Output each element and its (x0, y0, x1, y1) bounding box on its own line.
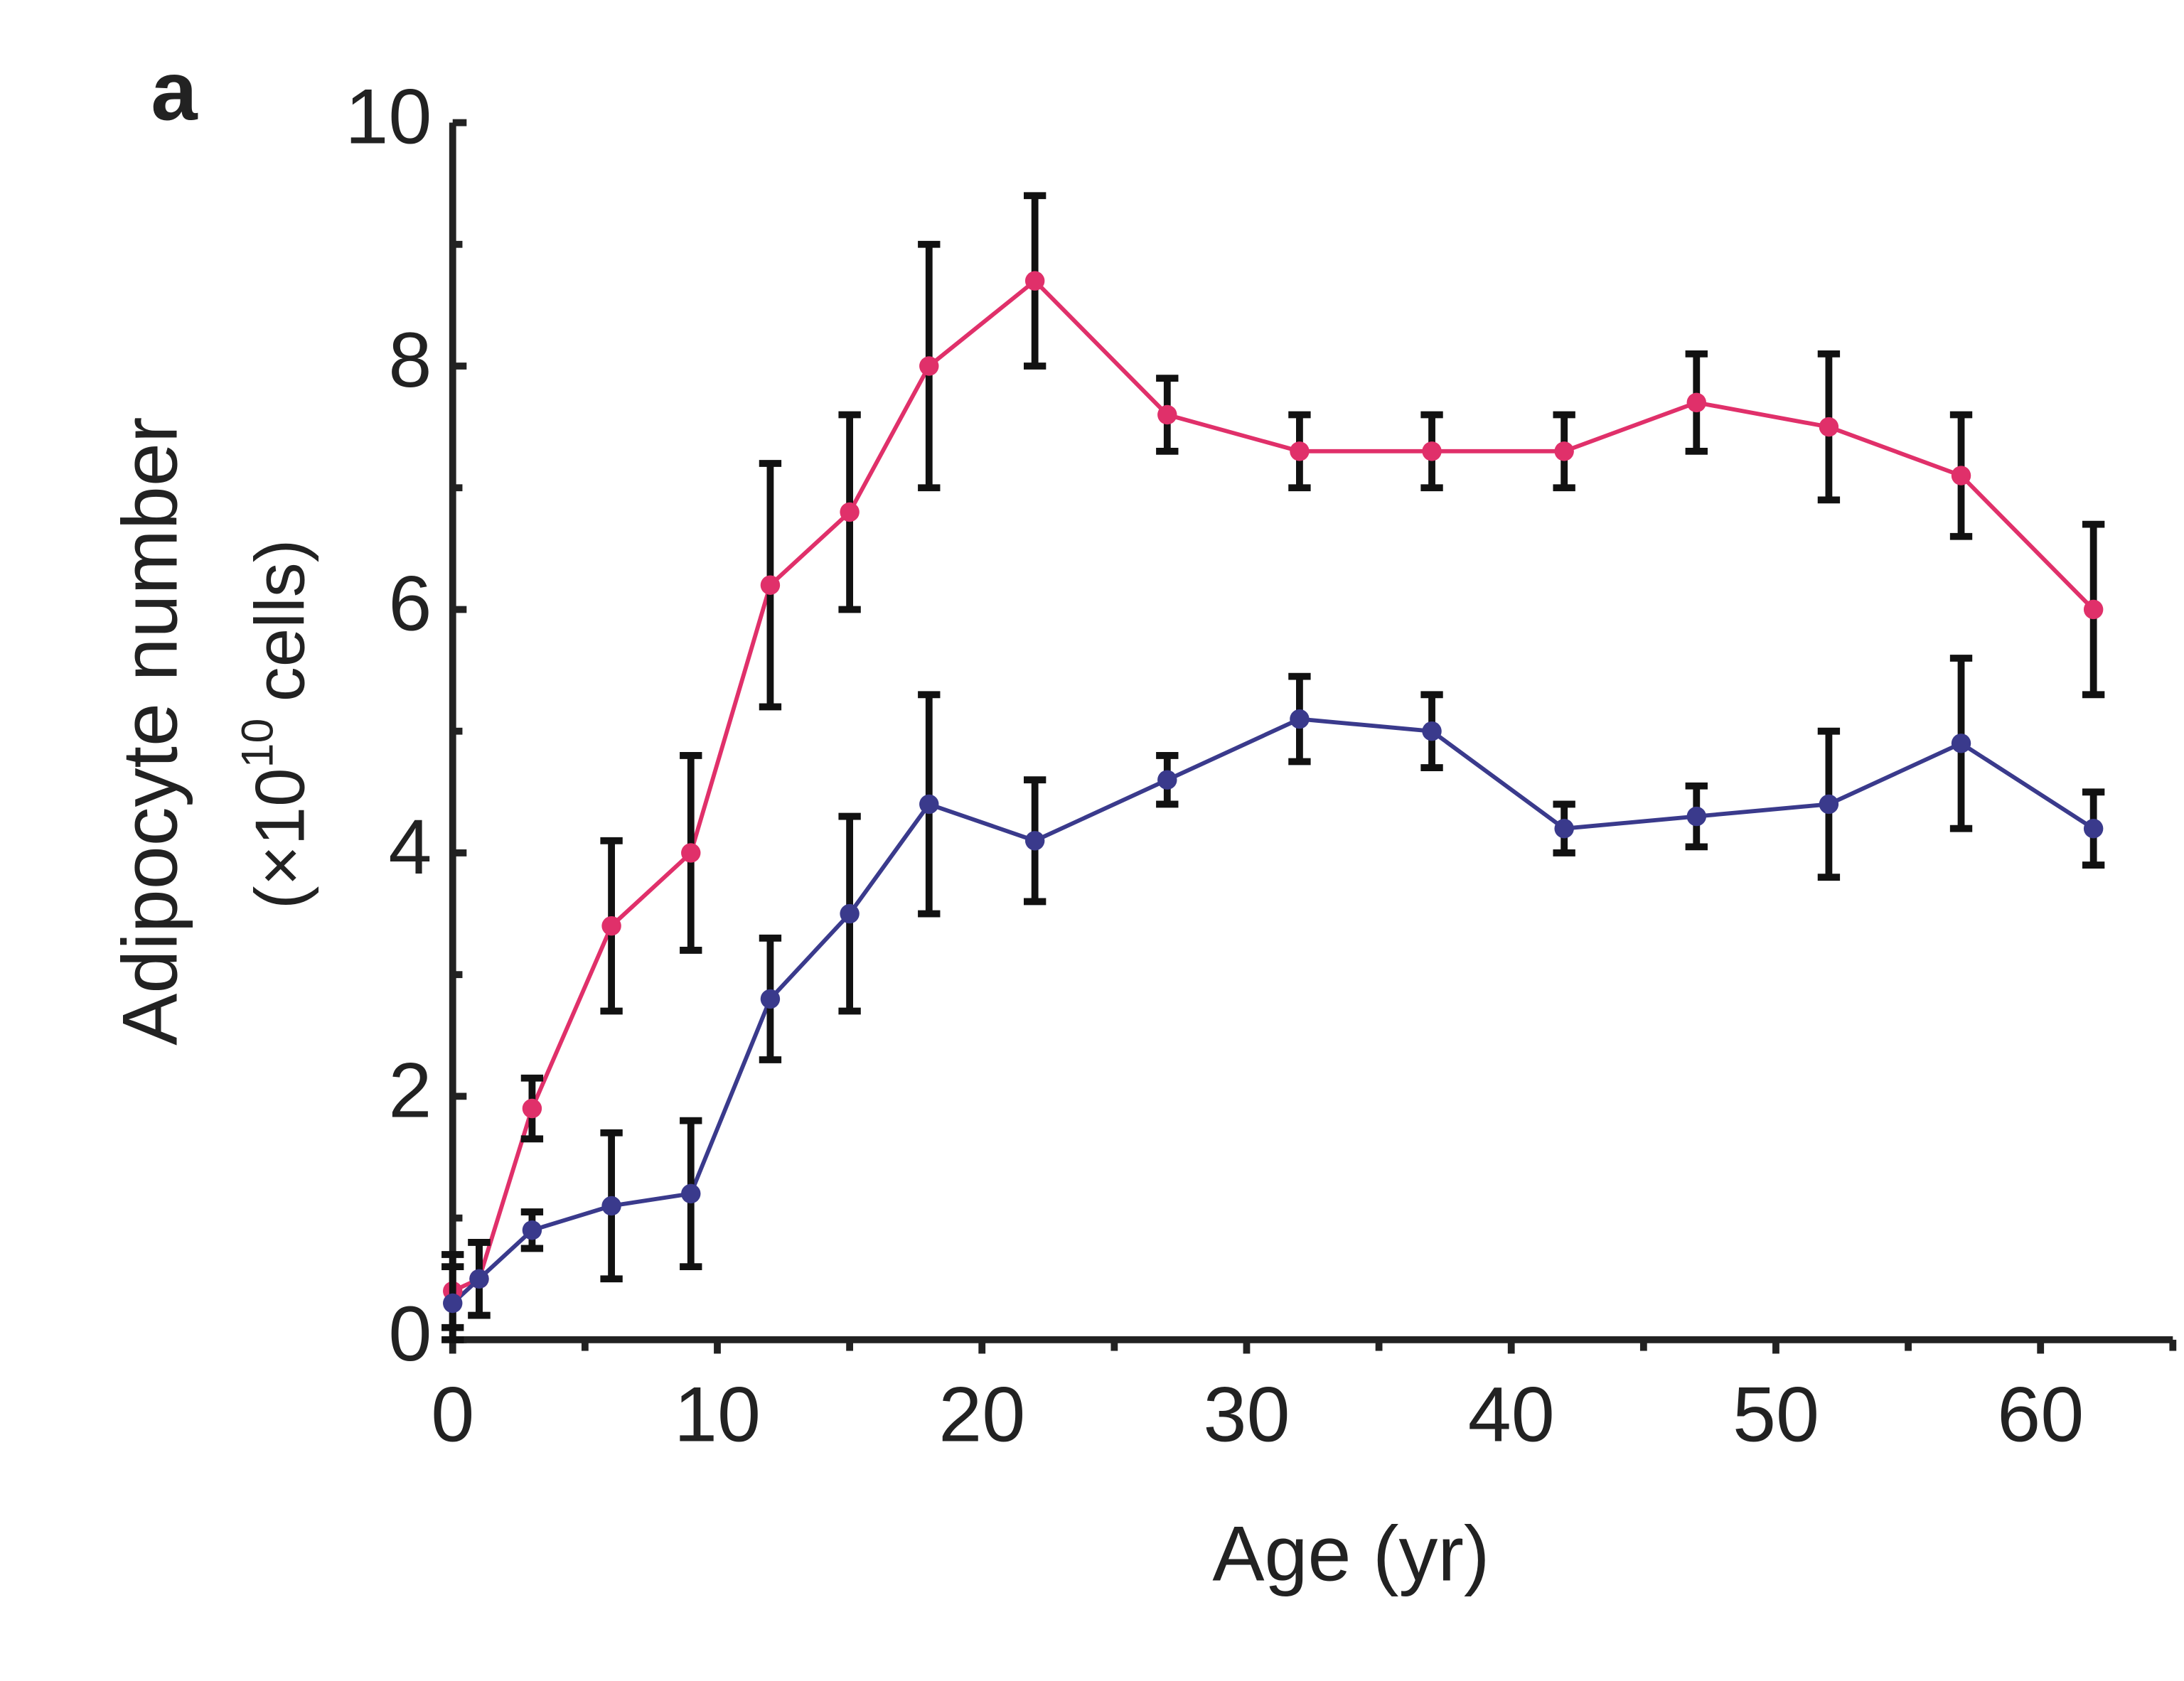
y-tick-label: 0 (388, 1291, 432, 1377)
y-unit-exponent: 10 (232, 719, 282, 768)
x-tick-label: 60 (1997, 1371, 2084, 1458)
data-point (681, 843, 701, 863)
y-unit-end: cells) (241, 539, 319, 702)
data-point (2083, 818, 2104, 839)
data-point (919, 794, 939, 815)
data-point (1422, 721, 1442, 741)
x-tick-label: 30 (1203, 1371, 1290, 1458)
data-point (1554, 818, 1574, 839)
data-point (1024, 831, 1045, 851)
data-point (1686, 392, 1706, 413)
data-point (840, 502, 860, 522)
y-axis-unit: (×1010 cells) (232, 539, 319, 910)
data-point (1819, 794, 1839, 815)
y-tick-label: 4 (388, 804, 432, 891)
data-point (1686, 806, 1706, 827)
data-point (1422, 441, 1442, 461)
data-point (522, 1220, 542, 1240)
x-tick-label: 20 (938, 1371, 1025, 1458)
data-point (469, 1269, 489, 1289)
data-point (601, 915, 621, 936)
y-tick-label: 2 (388, 1047, 432, 1134)
data-point (1290, 441, 1310, 461)
data-point (443, 1293, 463, 1314)
x-tick-label: 40 (1468, 1371, 1555, 1458)
data-point (760, 989, 781, 1009)
x-tick-label: 10 (674, 1371, 761, 1458)
data-point (1819, 417, 1839, 437)
data-point (840, 903, 860, 924)
data-point (601, 1196, 621, 1216)
data-point (1290, 709, 1310, 729)
panel-label: a (151, 44, 198, 137)
data-point (1951, 734, 1971, 753)
x-tick-label: 0 (431, 1371, 474, 1458)
data-point (1157, 770, 1177, 790)
data-point (1554, 441, 1574, 461)
y-tick-label: 10 (345, 74, 432, 161)
y-tick-label: 8 (388, 317, 432, 404)
data-point (760, 575, 781, 595)
y-tick-label: 6 (388, 560, 432, 647)
data-point (1024, 271, 1045, 291)
data-point (919, 356, 939, 376)
data-point (2083, 599, 2104, 620)
data-point (681, 1183, 701, 1204)
data-point (1951, 466, 1971, 485)
data-point (522, 1098, 542, 1119)
data-point (1157, 404, 1177, 425)
x-axis-label: Age (yr) (1212, 1510, 1489, 1597)
x-tick-label: 50 (1733, 1371, 1819, 1458)
y-axis-label: Adipocyte number (107, 417, 193, 1046)
y-unit-start: (×10 (241, 768, 319, 909)
